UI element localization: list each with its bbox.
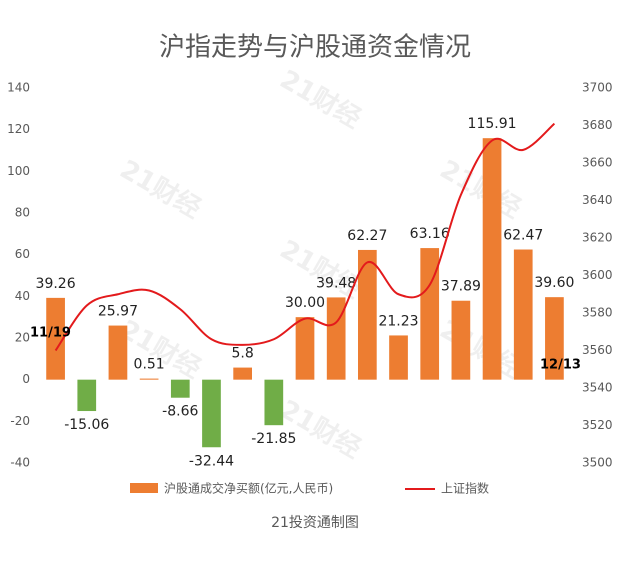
value-label: 39.60 (534, 275, 574, 291)
value-label: -8.66 (162, 404, 198, 420)
value-label: 62.47 (503, 228, 543, 244)
value-label: 5.8 (232, 346, 254, 362)
bar (513, 249, 533, 380)
y2-tick-label: 3560 (582, 343, 613, 357)
y2-tick-label: 3620 (582, 231, 613, 245)
bar (482, 138, 502, 380)
y-tick-label: 120 (7, 122, 30, 136)
footer: 21投资通制图 (271, 515, 359, 531)
watermark: 21财经 (275, 234, 367, 305)
value-label: 25.97 (98, 304, 138, 320)
y2-tick-label: 3680 (582, 118, 613, 132)
y2-tick-label: 3640 (582, 193, 613, 207)
annotation: 11/19 (30, 326, 71, 341)
watermark: 21财经 (435, 154, 527, 225)
bar (233, 367, 252, 380)
bar (358, 249, 377, 380)
bar (202, 379, 221, 448)
legend-label: 沪股通成交净买额(亿元,人民币) (164, 481, 333, 496)
value-label: 39.48 (316, 275, 356, 291)
watermark: 21财经 (435, 314, 527, 385)
bar (46, 297, 65, 380)
bar (77, 379, 97, 412)
bar (451, 300, 471, 380)
legend-label: 上证指数 (441, 481, 489, 496)
value-label: 115.91 (468, 116, 517, 132)
bar (264, 379, 284, 426)
y2-tick-label: 3520 (582, 418, 613, 432)
bar (326, 297, 346, 380)
legend-swatch (130, 483, 158, 493)
y2-tick-label: 3700 (582, 81, 613, 95)
bar (170, 379, 190, 398)
bar (389, 335, 408, 380)
y2-tick-label: 3600 (582, 268, 613, 282)
y-tick-label: 0 (22, 372, 30, 386)
bar (139, 378, 159, 380)
chart-title: 沪指走势与沪股通资金情况 (159, 33, 471, 63)
value-label: -32.44 (189, 453, 234, 469)
y-tick-label: 140 (7, 81, 30, 95)
y2-tick-label: 3580 (582, 306, 613, 320)
y-tick-label: 80 (15, 206, 30, 220)
bar (420, 248, 440, 380)
watermark: 21财经 (115, 154, 207, 225)
value-label: -15.06 (64, 417, 109, 433)
y-tick-label: 60 (15, 247, 30, 261)
index-line (54, 122, 556, 352)
value-label: 62.27 (347, 228, 387, 244)
y-tick-label: -40 (10, 456, 30, 470)
bar (545, 297, 564, 380)
watermark: 21财经 (115, 314, 207, 385)
y-tick-label: 40 (15, 289, 30, 303)
value-label: -21.85 (251, 431, 296, 447)
y2-tick-label: 3540 (582, 381, 613, 395)
value-label: 37.89 (441, 279, 481, 295)
annotation: 12/13 (540, 358, 581, 373)
y-tick-label: 100 (7, 164, 30, 178)
y2-tick-label: 3660 (582, 156, 613, 170)
value-label: 0.51 (134, 357, 165, 373)
bar (108, 325, 128, 380)
y-tick-label: -20 (10, 414, 30, 428)
y-tick-label: 20 (15, 331, 30, 345)
value-label: 39.26 (36, 276, 76, 292)
y2-tick-label: 3500 (582, 456, 613, 470)
watermark: 21财经 (275, 64, 367, 135)
value-label: 63.16 (410, 226, 450, 242)
value-label: 21.23 (378, 313, 418, 329)
value-label: 30.00 (285, 295, 325, 311)
watermark: 21财经 (275, 394, 367, 465)
bar (295, 317, 315, 380)
